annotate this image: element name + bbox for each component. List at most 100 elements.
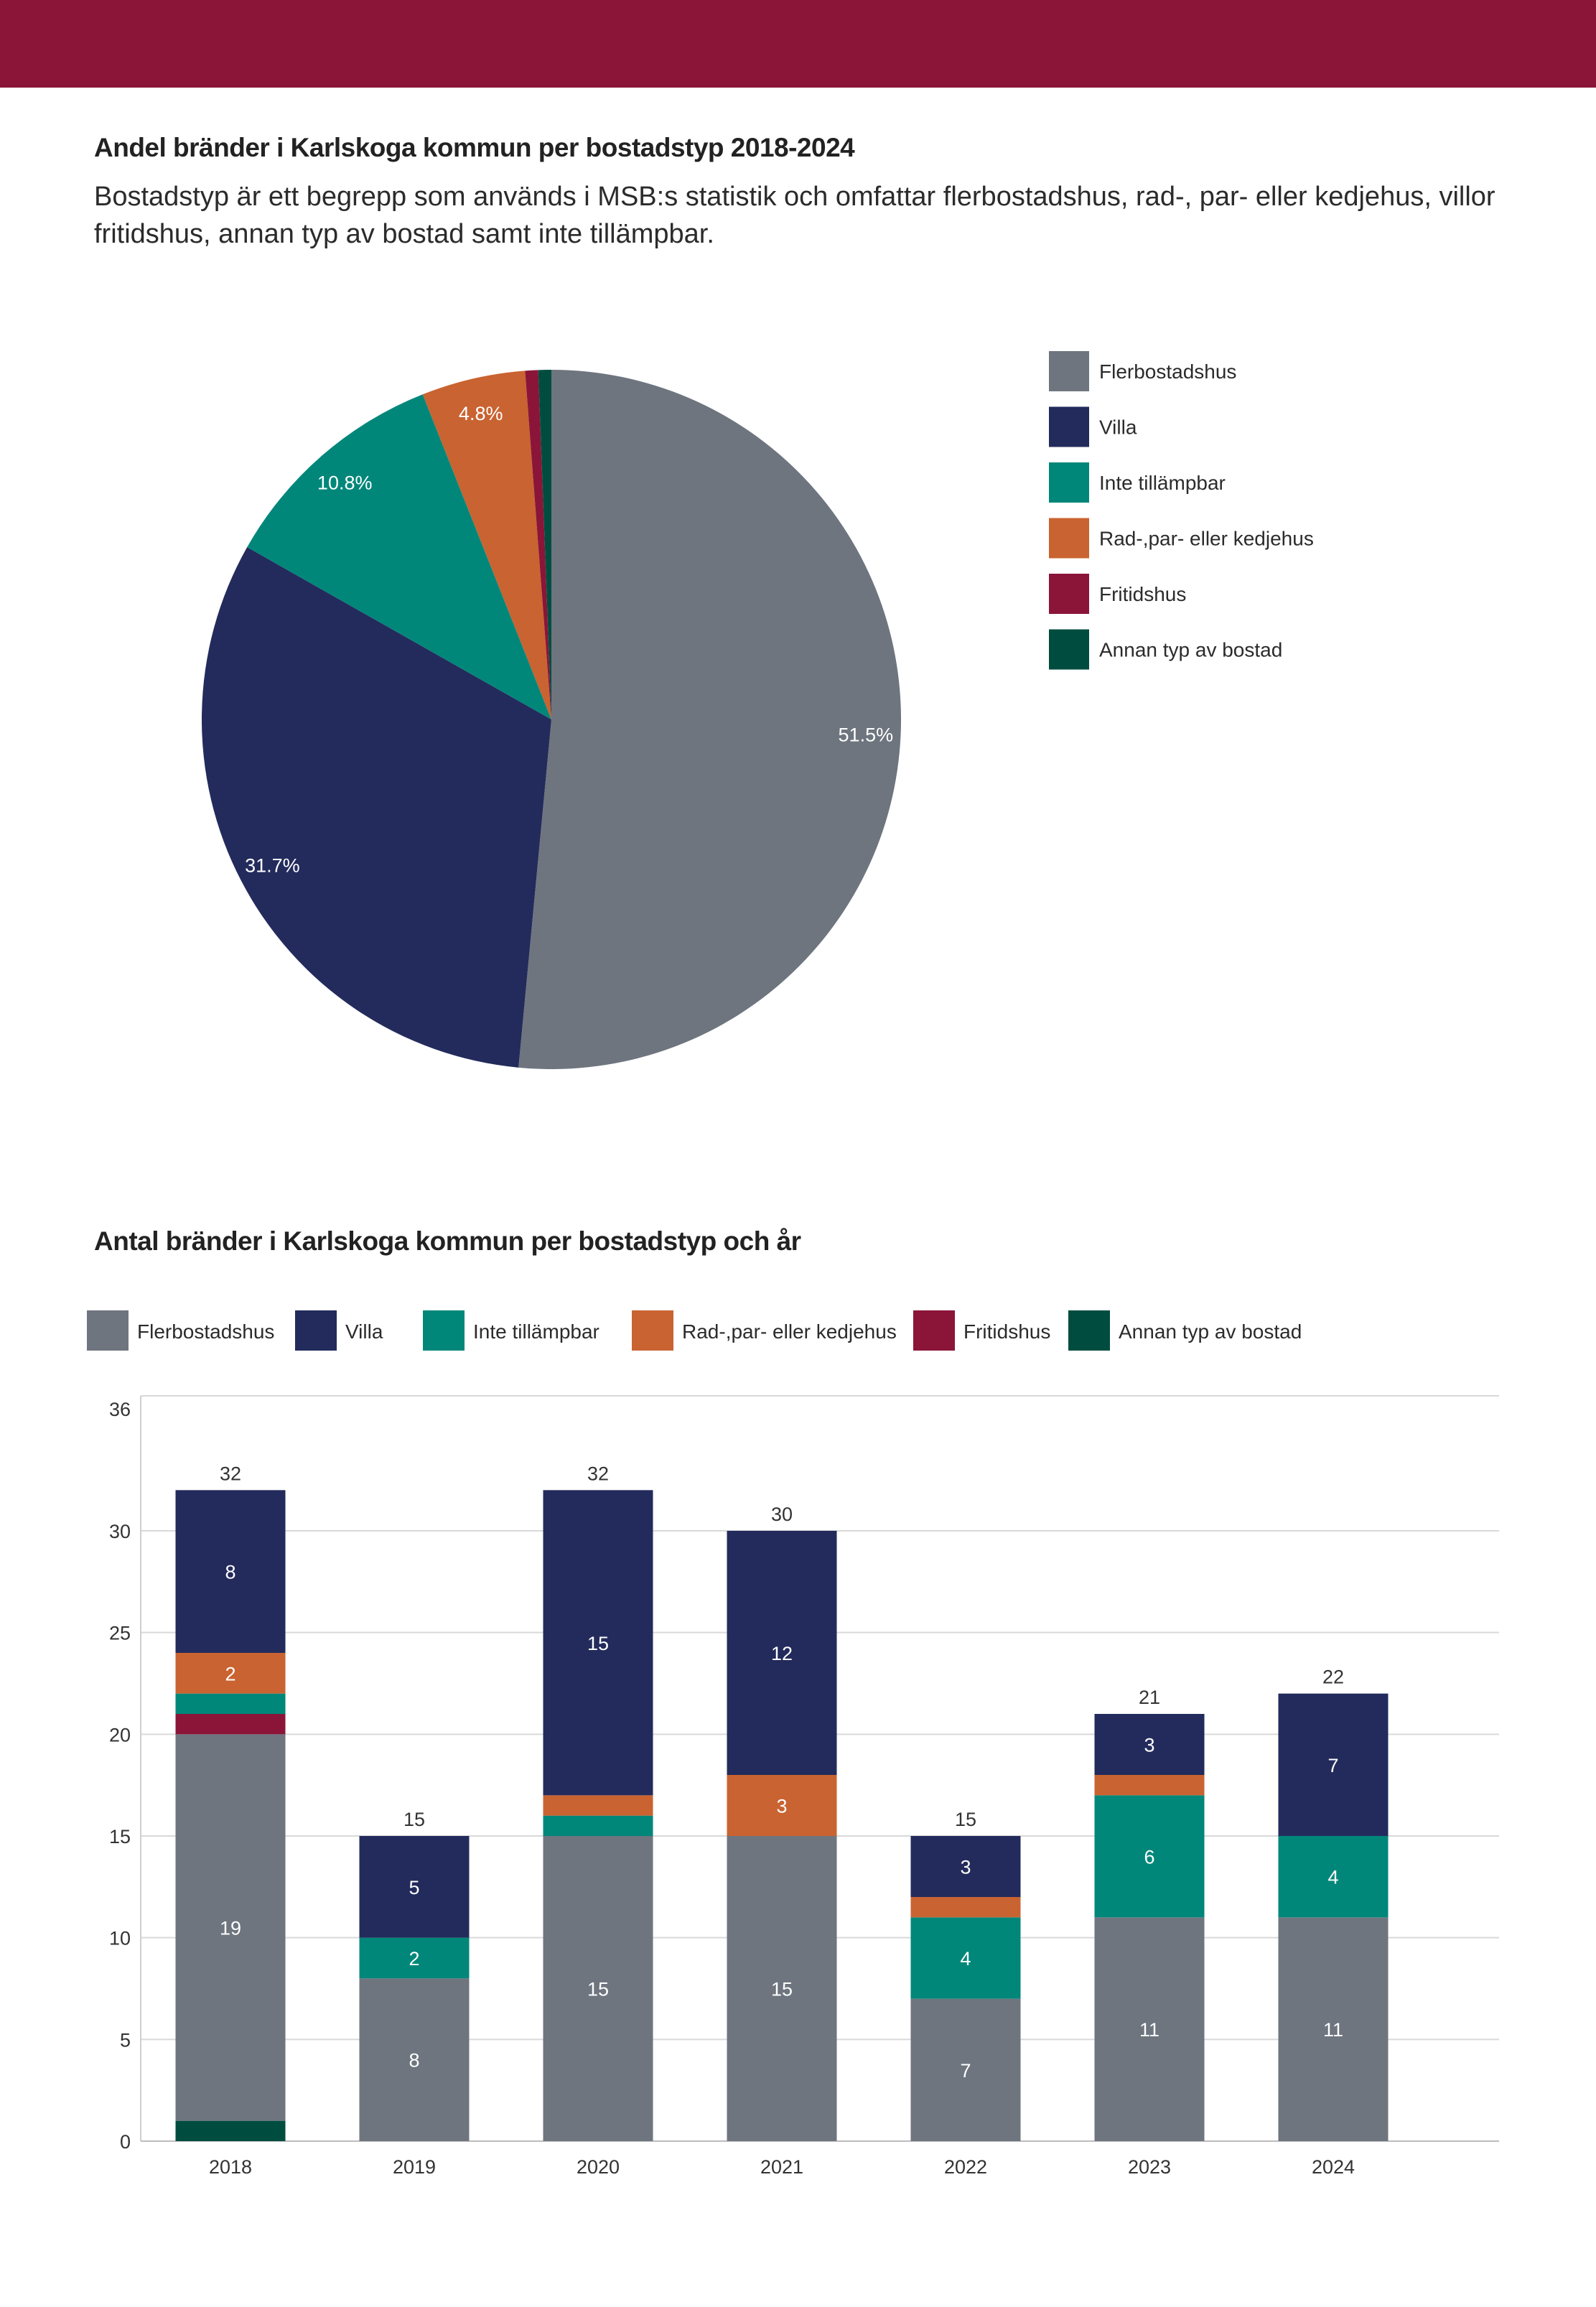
x-tick-label: 2018 xyxy=(209,2156,252,2178)
bar-segment-inte-tillämpbar-2024 xyxy=(1278,1836,1389,1918)
bar-data-label: 6 xyxy=(1144,1846,1154,1868)
bar-segment-rad-par-eller-kedjehus-2022 xyxy=(910,1897,1021,1918)
bar-chart-title: Antal bränder i Karlskoga kommun per bos… xyxy=(94,1226,801,1256)
pie-legend-label: Fritidshus xyxy=(1099,583,1186,605)
pie-slice-inte-tillämpbar xyxy=(247,394,551,719)
bar-legend-swatch-rad-par-eller-kedjehus xyxy=(632,1310,673,1351)
pie-legend-label: Annan typ av bostad xyxy=(1099,639,1282,661)
bar-segment-flerbostadshus-2022 xyxy=(910,1998,1021,2141)
pie-legend-label: Inte tillämpbar xyxy=(1099,472,1226,494)
x-tick-label: 2023 xyxy=(1128,2156,1171,2178)
bar-legend-label: Inte tillämpbar xyxy=(473,1320,599,1343)
y-tick-label: 30 xyxy=(109,1521,131,1542)
pie-legend-label: Flerbostadshus xyxy=(1099,360,1236,383)
bar-segment-flerbostadshus-2024 xyxy=(1278,1917,1389,2141)
bar-data-label: 12 xyxy=(771,1643,793,1664)
pie-legend-swatch-fritidshus xyxy=(1049,574,1089,614)
bar-total-label: 21 xyxy=(1139,1687,1160,1708)
bar-segment-flerbostadshus-2020 xyxy=(543,1836,653,2141)
bar-data-label: 11 xyxy=(1323,2019,1343,2041)
bar-data-label: 19 xyxy=(220,1918,241,1939)
bar-legend-label: Rad-,par- eller kedjehus xyxy=(682,1320,897,1343)
bar-legend-label: Flerbostadshus xyxy=(137,1320,274,1343)
header-band xyxy=(0,0,1596,88)
pie-legend-swatch-villa xyxy=(1049,406,1089,447)
bar-legend-label: Annan typ av bostad xyxy=(1119,1320,1302,1343)
bar-segment-rad-par-eller-kedjehus-2021 xyxy=(727,1775,837,1836)
bar-segment-fritidshus-2018 xyxy=(175,1714,286,1735)
bar-segment-inte-tillämpbar-2022 xyxy=(910,1917,1021,1999)
bar-total-label: 32 xyxy=(587,1463,609,1484)
bar-segment-villa-2020 xyxy=(543,1490,653,1796)
bar-data-label: 15 xyxy=(587,1633,609,1654)
bar-segment-flerbostadshus-2021 xyxy=(727,1836,837,2141)
bar-legend-swatch-fritidshus xyxy=(913,1310,955,1351)
bar-segment-inte-tillämpbar-2023 xyxy=(1094,1795,1205,1918)
bar-legend-label: Villa xyxy=(345,1320,383,1343)
pie-legend-swatch-flerbostadshus xyxy=(1049,351,1089,391)
bar-legend-swatch-villa xyxy=(295,1310,337,1351)
pie-legend-label: Rad-,par- eller kedjehus xyxy=(1099,528,1314,550)
bar-segment-rad-par-eller-kedjehus-2018 xyxy=(175,1653,286,1694)
bar-segment-flerbostadshus-2018 xyxy=(175,1734,286,2121)
bar-data-label: 8 xyxy=(225,1562,235,1583)
bar-segment-annan-typ-av-bostad-2018 xyxy=(175,2120,286,2141)
pie-chart-title: Andel bränder i Karlskoga kommun per bos… xyxy=(94,133,855,162)
y-tick-label: 20 xyxy=(109,1724,131,1746)
pie-slice-annan-typ-av-bostad xyxy=(538,370,551,719)
bar-segment-villa-2018 xyxy=(175,1490,286,1653)
bar-data-label: 2 xyxy=(225,1663,235,1684)
bar-data-label: 2 xyxy=(409,1948,419,1970)
x-tick-label: 2022 xyxy=(944,2156,987,2178)
bar-data-label: 15 xyxy=(771,1979,793,2000)
bar-total-label: 15 xyxy=(955,1809,976,1830)
y-tick-label: 15 xyxy=(109,1826,131,1847)
bar-segment-inte-tillämpbar-2018 xyxy=(175,1693,286,1714)
y-tick-label: 10 xyxy=(109,1928,131,1949)
bar-total-label: 30 xyxy=(771,1504,793,1525)
bar-data-label: 3 xyxy=(1144,1735,1154,1756)
x-tick-label: 2024 xyxy=(1312,2156,1355,2178)
bar-segment-villa-2019 xyxy=(359,1836,470,1938)
bar-segment-villa-2022 xyxy=(910,1836,1021,1897)
pie-legend-swatch-inte-tillämpbar xyxy=(1049,462,1089,503)
bar-segment-villa-2024 xyxy=(1278,1693,1389,1836)
bar-data-label: 5 xyxy=(409,1877,419,1898)
y-tick-label: 0 xyxy=(120,2131,131,2153)
bar-total-label: 22 xyxy=(1322,1667,1344,1688)
bar-legend-swatch-flerbostadshus xyxy=(87,1310,129,1351)
pie-data-label: 31.7% xyxy=(245,855,300,877)
bar-data-label: 7 xyxy=(960,2060,971,2082)
pie-slice-rad-par-eller-kedjehus xyxy=(422,370,551,719)
y-tick-label: 36 xyxy=(109,1399,131,1420)
bar-segment-inte-tillämpbar-2020 xyxy=(543,1815,653,1836)
y-tick-label: 25 xyxy=(109,1623,131,1644)
bar-segment-rad-par-eller-kedjehus-2020 xyxy=(543,1795,653,1816)
bar-data-label: 4 xyxy=(960,1948,971,1970)
pie-legend-swatch-rad-par-eller-kedjehus xyxy=(1049,518,1089,559)
bar-segment-villa-2021 xyxy=(727,1531,837,1775)
bar-segment-flerbostadshus-2019 xyxy=(359,1978,470,2141)
bar-data-label: 8 xyxy=(409,2050,419,2071)
bar-segment-inte-tillämpbar-2019 xyxy=(359,1937,470,1979)
pie-data-label: 4.8% xyxy=(459,403,503,424)
x-tick-label: 2021 xyxy=(760,2156,803,2178)
bar-segment-flerbostadshus-2023 xyxy=(1094,1917,1205,2141)
bar-segment-villa-2023 xyxy=(1094,1714,1205,1775)
x-tick-label: 2019 xyxy=(393,2156,436,2178)
x-tick-label: 2020 xyxy=(577,2156,620,2178)
bar-legend-label: Fritidshus xyxy=(963,1320,1050,1343)
pie-chart-description: Bostadstyp är ett begrepp som används i … xyxy=(94,182,1495,249)
pie-slice-fritidshus xyxy=(525,370,551,719)
bar-data-label: 3 xyxy=(960,1857,971,1878)
bar-data-label: 7 xyxy=(1327,1755,1338,1776)
bar-data-label: 3 xyxy=(776,1796,787,1817)
pie-slice-flerbostadshus xyxy=(518,370,902,1069)
bar-legend-swatch-inte-tillämpbar xyxy=(423,1310,465,1351)
pie-chart: 51.5% 31.7% 10.8% 4.8% Flerbostadshus Villa In… xyxy=(202,351,1314,1069)
pie-data-label: 10.8% xyxy=(317,472,373,493)
pie-data-label: 51.5% xyxy=(839,724,894,746)
bar-legend-swatch-annan-typ-av-bostad xyxy=(1068,1310,1110,1351)
bar-data-label: 4 xyxy=(1327,1867,1338,1888)
